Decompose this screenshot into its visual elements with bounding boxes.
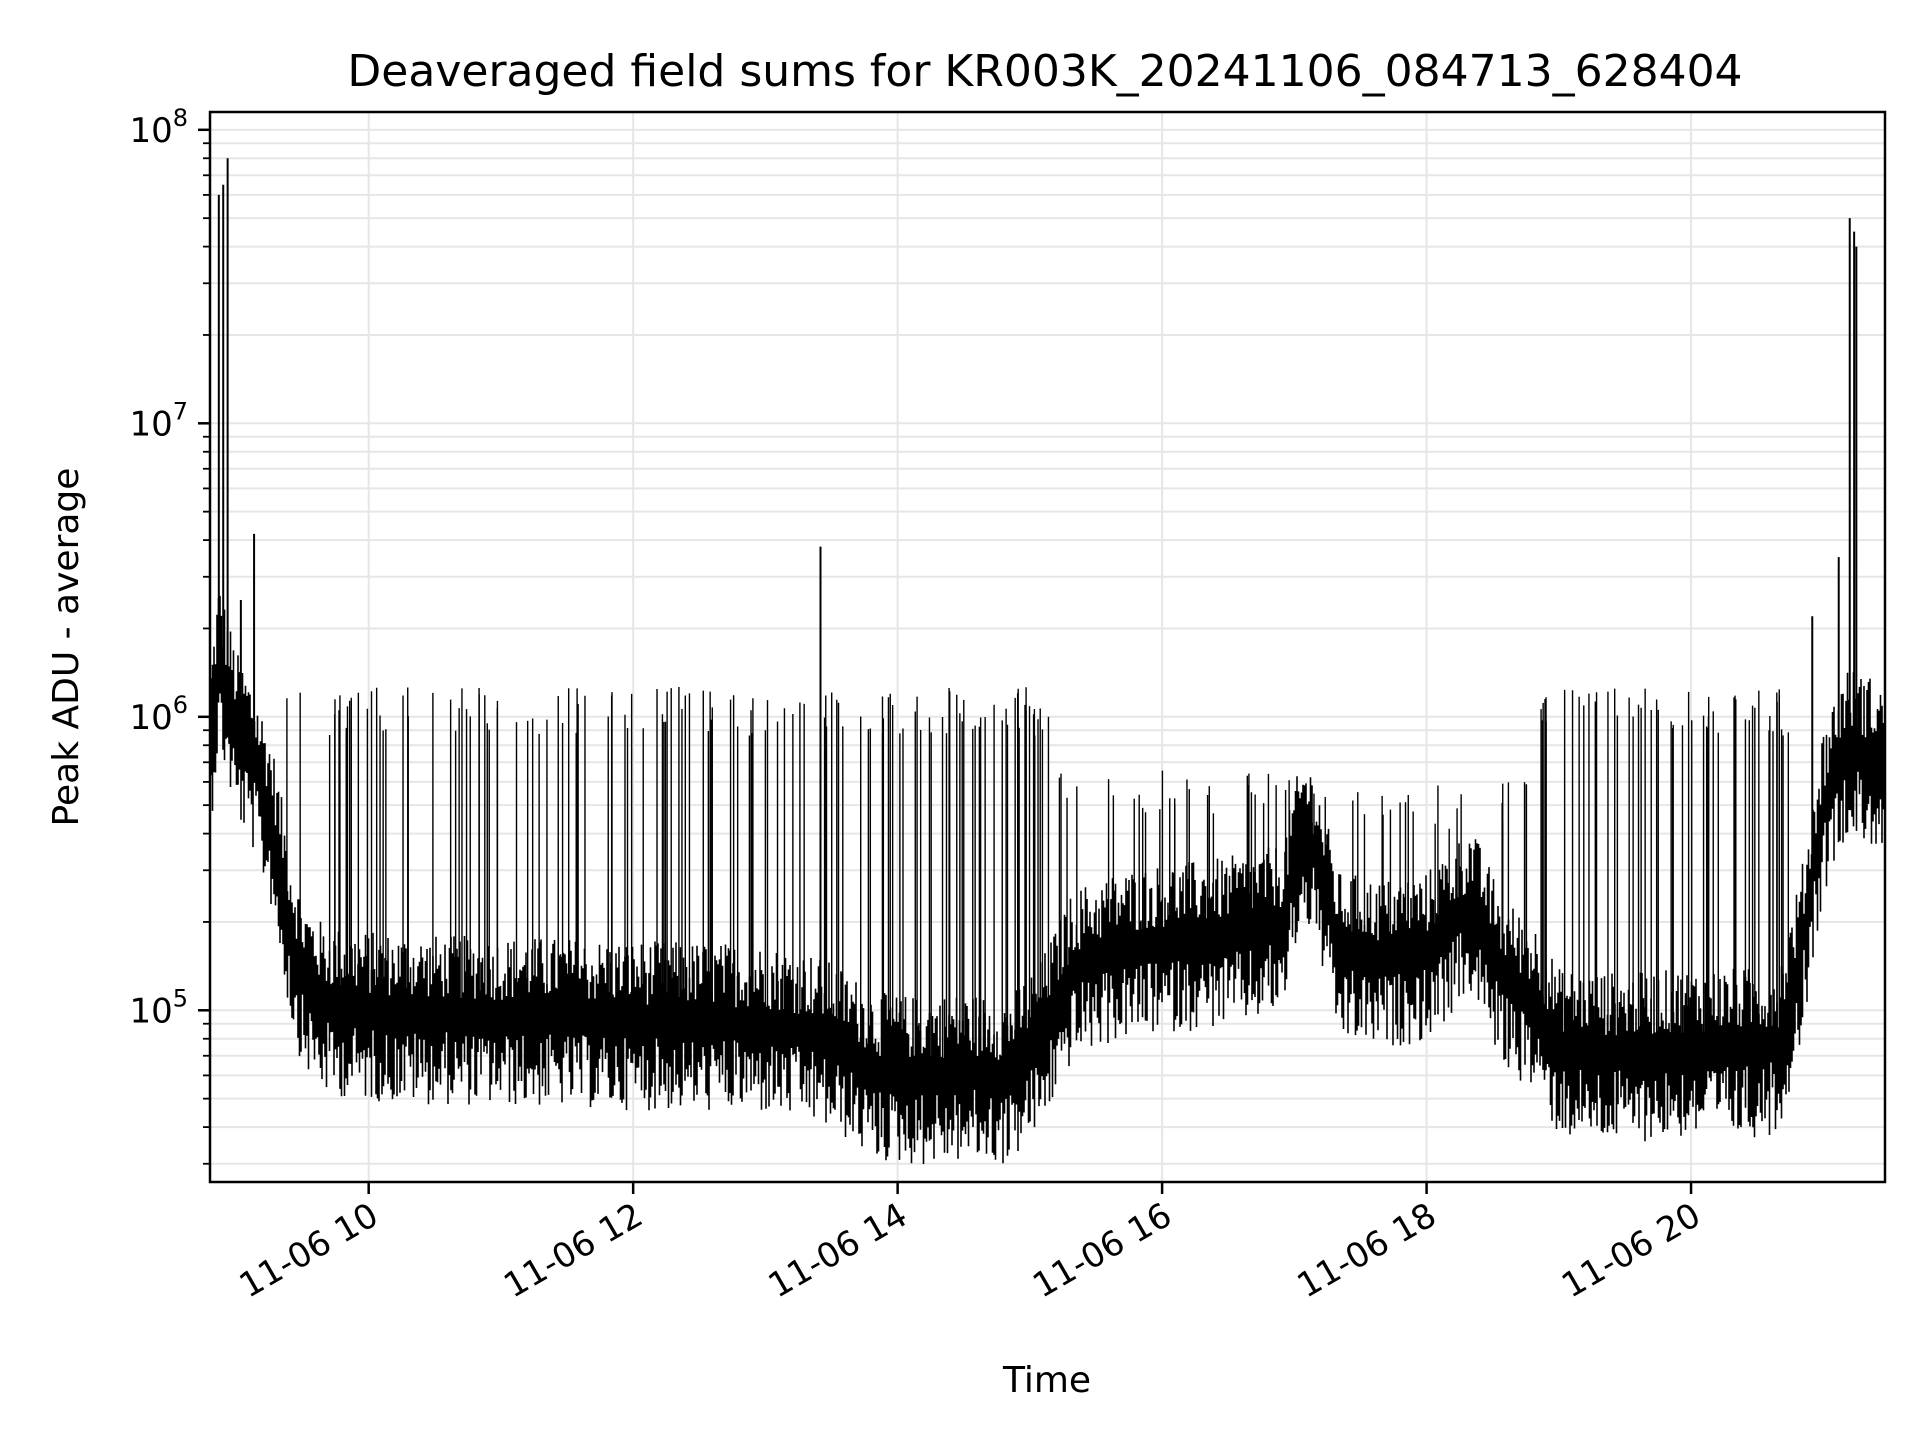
x-tick-label: 11-06 10 (233, 1195, 385, 1306)
y-tick-label-exponent: 5 (173, 984, 188, 1012)
y-tick-label-exponent: 8 (173, 104, 188, 132)
y-tick-label: 108 (129, 104, 188, 151)
x-tick-label: 11-06 20 (1555, 1195, 1707, 1306)
data-series (210, 158, 1885, 1164)
y-tick-label-base: 10 (129, 991, 172, 1031)
y-axis-label: Peak ADU - average (46, 468, 87, 827)
chart-title: Deaveraged field sums for KR003K_2024110… (347, 46, 1742, 97)
y-tick-label-exponent: 6 (173, 691, 188, 719)
y-tick-label-exponent: 7 (173, 397, 188, 425)
x-tick-label: 11-06 16 (1026, 1195, 1178, 1306)
y-tick-label: 106 (129, 691, 188, 738)
x-tick-label: 11-06 12 (497, 1195, 649, 1306)
x-tick-label: 11-06 14 (762, 1195, 914, 1306)
y-tick-label-base: 10 (129, 111, 172, 151)
y-tick-label: 107 (129, 397, 188, 444)
x-tick-label: 11-06 18 (1291, 1195, 1443, 1306)
plot-frame (208, 110, 1887, 1184)
y-tick-label-base: 10 (129, 404, 172, 444)
y-tick-label: 105 (129, 984, 188, 1031)
x-axis-label: Time (1002, 1360, 1091, 1401)
y-tick-label-base: 10 (129, 698, 172, 738)
